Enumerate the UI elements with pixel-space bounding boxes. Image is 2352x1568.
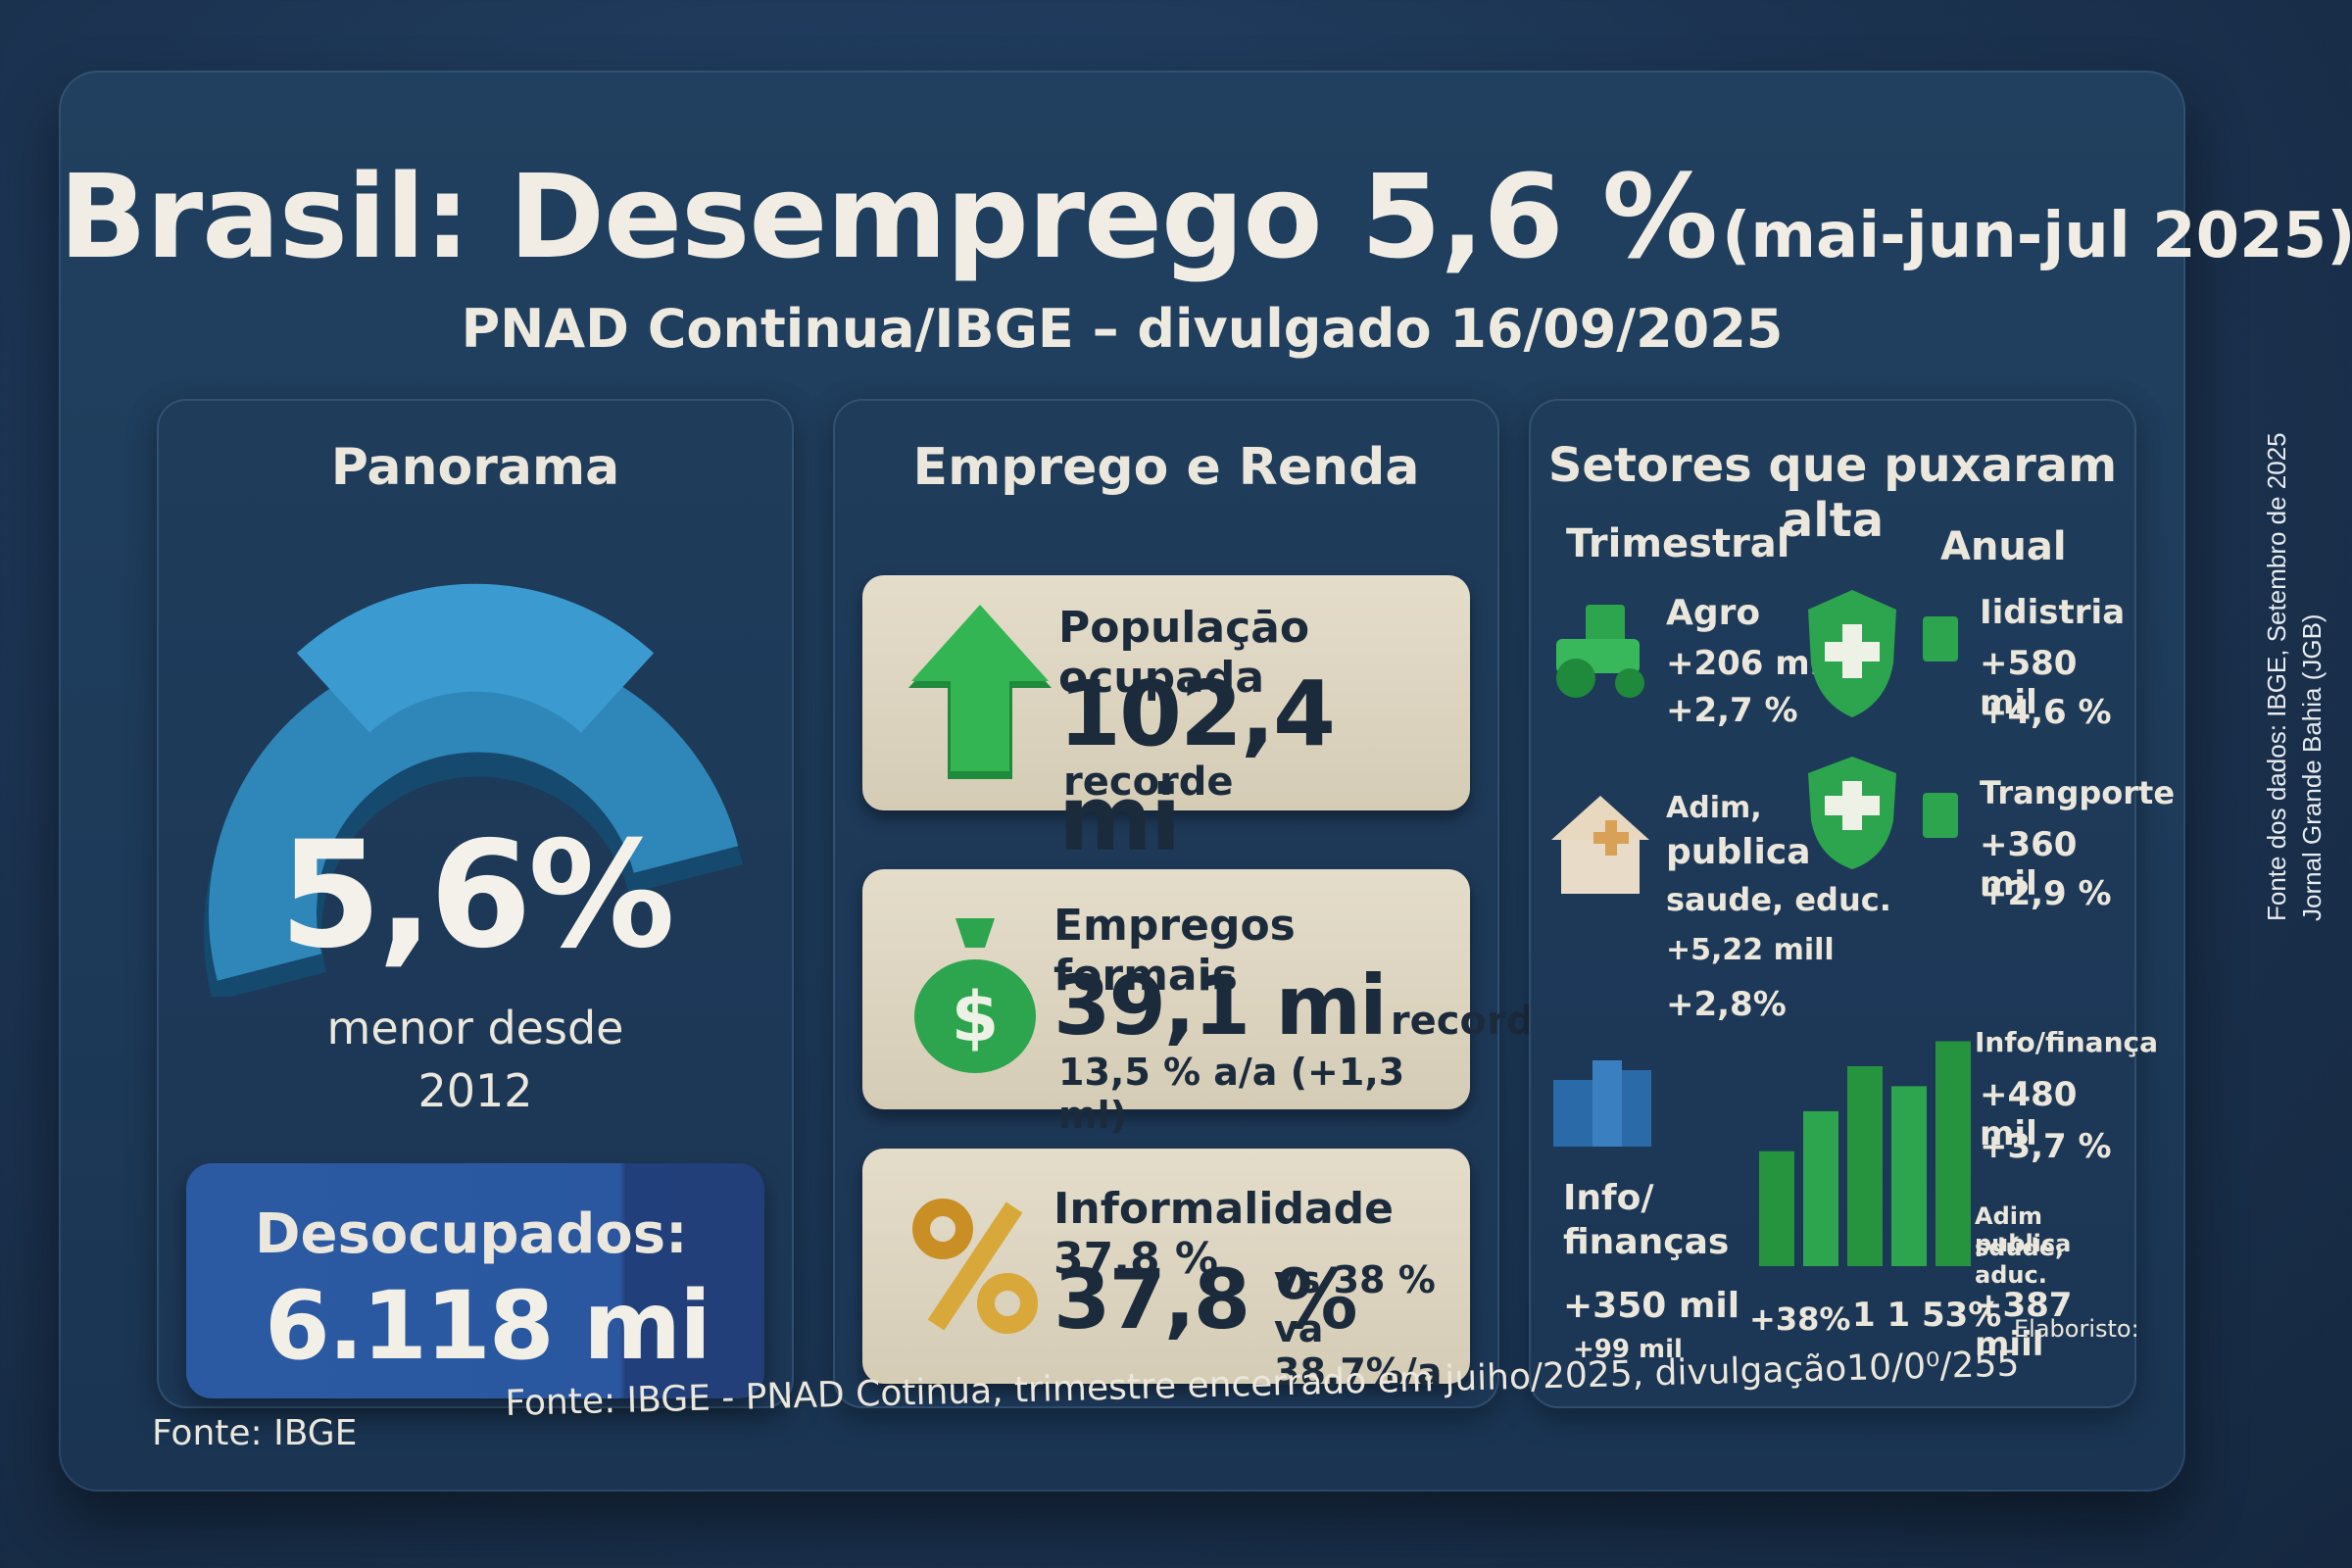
since-note: menor desde 2012 (157, 997, 794, 1122)
unemployed-box: Desocupados: 6.118 mi (186, 1163, 764, 1398)
anual-header: Anual (1940, 524, 2067, 569)
unemployed-value: 6.118 mi (265, 1271, 711, 1381)
transporte-pct: +2,9 % (1980, 874, 2112, 913)
formais-yoy: 13,5 % a/a (+1,3 ml) (1058, 1051, 1405, 1137)
card-formais: $ Empregos formais 39,1 mi recorde 13,5 … (862, 869, 1560, 1137)
since-line-2: 2012 (417, 1064, 533, 1117)
growth-bar (1803, 1110, 1838, 1266)
trimestral-header: Trimestral (1566, 521, 1790, 566)
info-anual-pct: +3,7 % (1980, 1127, 2112, 1166)
informal-vs-1: vs 38 % (1274, 1258, 1436, 1301)
transporte-name: Trangporte (1980, 774, 2176, 811)
emprego-title: Emprego e Renda (912, 438, 1420, 497)
since-line-1: menor desde (326, 1002, 624, 1054)
growth-bar (1936, 1041, 1971, 1266)
transporte-abs: +360 mil (1980, 825, 2078, 904)
ocupada-note: recorde (1063, 760, 1234, 805)
info-tri-abs: +350 mil (1563, 1286, 1740, 1326)
info-anual-abs: +480 mil (1980, 1075, 2078, 1153)
informal-value: 37,8 % (1054, 1251, 1358, 1348)
adm-name-2: publica (1666, 832, 1811, 872)
footer-elaborated: Elaboristo: (2014, 1315, 2139, 1343)
bars-label-2: 1 1 53% (1852, 1296, 2002, 1335)
small-block-icon (1923, 616, 1958, 662)
growth-bar (1847, 1066, 1883, 1266)
ocupada-value: 102,4 mi (1058, 662, 1336, 871)
emprego-panel: Emprego e Renda Populaçāo ocupada 102,4 … (833, 399, 1560, 1408)
industria-abs: +580 mil (1980, 644, 2078, 722)
informal-vs-2: va 38,7%/a (1274, 1307, 1443, 1394)
panorama-panel: Panorama 5,6% menor desde 2012 Desocupad… (157, 399, 794, 1408)
tractor-icon (1556, 605, 1644, 698)
footer-source-left: Fonte: IBGE (152, 1413, 358, 1453)
infographic-board: Brasil: Desemprego 5,6 % (mai-jun-jul 20… (59, 71, 2352, 1492)
setores-panel: Setores que puxaram alta Trimestral Anua… (1529, 399, 2175, 1408)
unemployment-rate: 5,6% (278, 810, 675, 981)
info-tri-sub: +99 mil (1573, 1335, 1683, 1364)
svg-text:$: $ (952, 977, 1000, 1057)
adm-anual-name-2: sdúde, aduc. (1975, 1234, 2065, 1289)
money-bag-icon: $ (914, 918, 1036, 1073)
growth-bars (1759, 1041, 1971, 1266)
industria-pct: +4,6 % (1980, 693, 2112, 732)
side-note-line-1: Fonte dos dados: IBGE, Setembro de 2025 (2262, 432, 2291, 921)
gauge-arc-icon (204, 583, 744, 997)
adm-name-3: saude, educ. (1666, 881, 1891, 918)
agro-name: Agro (1666, 593, 1761, 633)
percent-icon (912, 1199, 1038, 1334)
formais-label: Empregos formais (1054, 901, 1296, 1001)
shield-cross-icon (1808, 590, 1896, 717)
side-source-note: Fonte dos dados: IBGE, Setembro de 2025 … (2259, 432, 2329, 921)
card-informal: Informalidade 37,8 % 37,8 % vs 38 % va 3… (862, 1149, 1470, 1394)
title-period: (mai-jun-jul 2025) (1722, 200, 2352, 272)
info-anual-name: Info/finança (1975, 1026, 2159, 1058)
setores-title: Setores que puxaram alta (1547, 438, 2118, 548)
side-note-line-2: Jornal Grande Bahia (JGB) (2297, 613, 2327, 921)
house-icon (1551, 796, 1649, 894)
subtitle: PNAD Continua/IBGE – divulgado 16/09/202… (461, 298, 1784, 360)
industria-name: Iidistria (1980, 593, 2126, 632)
adm-pct: +2,8% (1666, 985, 1787, 1024)
buildings-icon (1553, 1060, 1651, 1147)
up-arrow-icon (908, 605, 1052, 779)
adm-anual-name-1: Adim publica (1975, 1202, 2072, 1257)
title-text: Brasil: Desemprego 5,6 % (59, 149, 1718, 284)
small-block-icon-2 (1923, 793, 1958, 838)
formais-value-row: 39,1 mi recorde (1054, 957, 1560, 1054)
unemployed-label: Desocupados: (255, 1202, 688, 1266)
panorama-title: Panorama (330, 438, 620, 497)
agro-abs: +206 mil (1666, 644, 1834, 683)
card-ocupada: Populaçāo ocupada 102,4 mi recorde (862, 575, 1470, 871)
informal-label: Informalidade 37,8 % (1054, 1184, 1394, 1284)
shield-cross-icon-2 (1808, 757, 1896, 869)
adm-name-1: Adim, (1666, 791, 1762, 825)
adm-abs: +5,22 mill (1666, 933, 1835, 967)
formais-value: 39,1 mi (1054, 957, 1388, 1054)
info-tri-name-1: Info/ (1563, 1178, 1654, 1218)
bars-label-1: +38% (1749, 1300, 1851, 1338)
ocupada-label: Populaçāo ocupada (1058, 603, 1310, 703)
growth-bar (1759, 1151, 1794, 1266)
main-title: Brasil: Desemprego 5,6 % (mai-jun-jul 20… (59, 149, 2352, 284)
info-tri-name-2: finanças (1563, 1222, 1730, 1262)
agro-pct: +2,7 % (1666, 691, 1798, 730)
adm-anual-abs: +387 miil (1975, 1286, 2073, 1364)
growth-bar (1891, 1086, 1927, 1266)
